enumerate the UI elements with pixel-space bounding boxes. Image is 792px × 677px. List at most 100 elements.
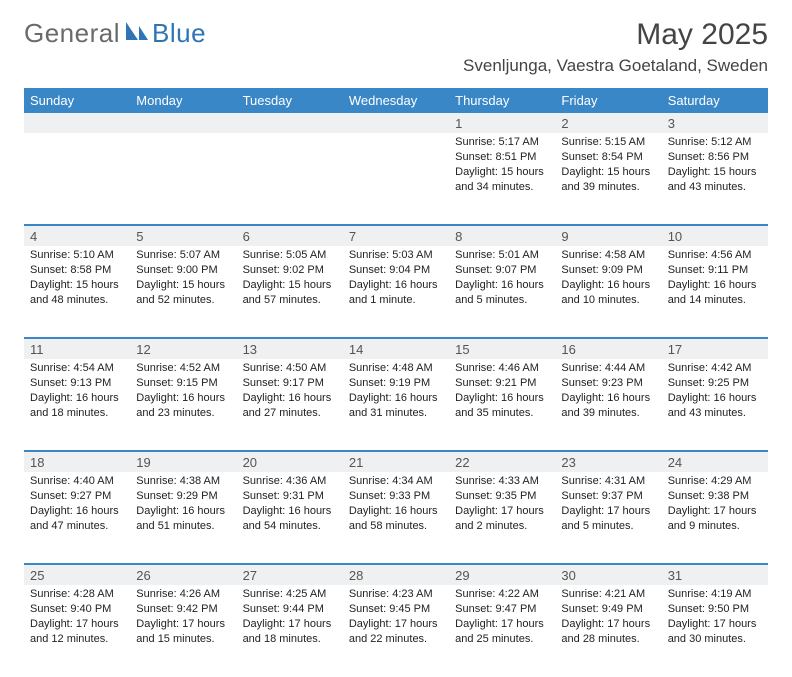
day-number-cell: 11: [24, 338, 130, 359]
week-daynum-row: 45678910: [24, 225, 768, 246]
week-info-row: Sunrise: 5:10 AMSunset: 8:58 PMDaylight:…: [24, 246, 768, 338]
sunrise-line: Sunrise: 5:17 AM: [455, 135, 549, 150]
day-cell: Sunrise: 4:38 AMSunset: 9:29 PMDaylight:…: [130, 472, 236, 564]
day-info: Sunrise: 5:15 AMSunset: 8:54 PMDaylight:…: [561, 133, 655, 194]
day-number: 25: [24, 565, 130, 585]
sunset-line: Sunset: 9:38 PM: [668, 489, 762, 504]
day-info: Sunrise: 4:46 AMSunset: 9:21 PMDaylight:…: [455, 359, 549, 420]
day-cell: [343, 133, 449, 225]
sunset-line: Sunset: 9:09 PM: [561, 263, 655, 278]
daylight-line: Daylight: 15 hours and 57 minutes.: [243, 278, 337, 308]
day-number-cell: 3: [662, 113, 768, 133]
brand-blue: Blue: [152, 18, 206, 49]
day-number-cell: 6: [237, 225, 343, 246]
daylight-line: Daylight: 16 hours and 27 minutes.: [243, 391, 337, 421]
week-info-row: Sunrise: 4:40 AMSunset: 9:27 PMDaylight:…: [24, 472, 768, 564]
day-number: [237, 121, 343, 126]
day-info: Sunrise: 5:03 AMSunset: 9:04 PMDaylight:…: [349, 246, 443, 307]
day-info: Sunrise: 4:31 AMSunset: 9:37 PMDaylight:…: [561, 472, 655, 533]
day-info: Sunrise: 4:44 AMSunset: 9:23 PMDaylight:…: [561, 359, 655, 420]
day-cell: [24, 133, 130, 225]
day-number-cell: [237, 113, 343, 133]
title-block: May 2025 Svenljunga, Vaestra Goetaland, …: [463, 18, 768, 76]
day-number-cell: 13: [237, 338, 343, 359]
week-info-row: Sunrise: 4:28 AMSunset: 9:40 PM Daylight:…: [24, 585, 768, 677]
sunset-line: Sunset: 9:40 PM: [30, 602, 124, 617]
sunset-line: Sunset: 8:56 PM: [668, 150, 762, 165]
day-info: Sunrise: 5:12 AMSunset: 8:56 PMDaylight:…: [668, 133, 762, 194]
day-number: 26: [130, 565, 236, 585]
day-number: 27: [237, 565, 343, 585]
dow-row: Sunday Monday Tuesday Wednesday Thursday…: [24, 88, 768, 113]
sunset-line: Sunset: 9:27 PM: [30, 489, 124, 504]
sunrise-line: Sunrise: 4:52 AM: [136, 361, 230, 376]
day-number-cell: 27: [237, 564, 343, 585]
day-info: Sunrise: 4:38 AMSunset: 9:29 PMDaylight:…: [136, 472, 230, 533]
sunrise-line: Sunrise: 4:44 AM: [561, 361, 655, 376]
week-info-row: Sunrise: 5:17 AMSunset: 8:51 PMDaylight:…: [24, 133, 768, 225]
day-info: Sunrise: 4:33 AMSunset: 9:35 PMDaylight:…: [455, 472, 549, 533]
day-number-cell: 26: [130, 564, 236, 585]
day-number: 17: [662, 339, 768, 359]
sunrise-line: Sunrise: 5:01 AM: [455, 248, 549, 263]
day-number: 30: [555, 565, 661, 585]
day-number: 15: [449, 339, 555, 359]
day-number-cell: 30: [555, 564, 661, 585]
sunset-line: Sunset: 9:37 PM: [561, 489, 655, 504]
sunset-line: Sunset: 9:02 PM: [243, 263, 337, 278]
sunset-line: Sunset: 9:21 PM: [455, 376, 549, 391]
day-cell: Sunrise: 4:36 AMSunset: 9:31 PMDaylight:…: [237, 472, 343, 564]
day-info: Sunrise: 5:17 AMSunset: 8:51 PMDaylight:…: [455, 133, 549, 194]
sunset-line: Sunset: 9:45 PM: [349, 602, 443, 617]
sunrise-line: Sunrise: 4:28 AM: [30, 587, 124, 602]
day-number: 13: [237, 339, 343, 359]
day-info: Sunrise: 4:52 AMSunset: 9:15 PMDaylight:…: [136, 359, 230, 420]
day-number: 9: [555, 226, 661, 246]
day-number-cell: [343, 113, 449, 133]
day-number: [130, 121, 236, 126]
day-cell: Sunrise: 4:58 AMSunset: 9:09 PMDaylight:…: [555, 246, 661, 338]
daylight-line: Daylight: 15 hours and 48 minutes.: [30, 278, 124, 308]
sunrise-line: Sunrise: 4:48 AM: [349, 361, 443, 376]
day-info: Sunrise: 4:56 AMSunset: 9:11 PMDaylight:…: [668, 246, 762, 307]
daylight-line: Daylight: 15 hours and 34 minutes.: [455, 165, 549, 195]
day-number-cell: 5: [130, 225, 236, 246]
day-number: 18: [24, 452, 130, 472]
day-info: Sunrise: 4:34 AMSunset: 9:33 PMDaylight:…: [349, 472, 443, 533]
day-number-cell: 4: [24, 225, 130, 246]
week-daynum-row: 123: [24, 113, 768, 133]
day-number-cell: 9: [555, 225, 661, 246]
month-title: May 2025: [463, 18, 768, 52]
day-number: 2: [555, 113, 661, 133]
day-number: 16: [555, 339, 661, 359]
day-cell: Sunrise: 5:07 AMSunset: 9:00 PMDaylight:…: [130, 246, 236, 338]
daylight-line: Daylight: 17 hours and 15 minutes.: [136, 617, 230, 647]
day-number: 12: [130, 339, 236, 359]
day-cell: Sunrise: 5:01 AMSunset: 9:07 PMDaylight:…: [449, 246, 555, 338]
sunrise-line: Sunrise: 4:34 AM: [349, 474, 443, 489]
brand-sail-icon: [124, 20, 150, 47]
sunrise-line: Sunrise: 4:56 AM: [668, 248, 762, 263]
day-cell: Sunrise: 4:54 AMSunset: 9:13 PMDaylight:…: [24, 359, 130, 451]
daylight-line: Daylight: 16 hours and 58 minutes.: [349, 504, 443, 534]
day-number: 28: [343, 565, 449, 585]
sunset-line: Sunset: 9:04 PM: [349, 263, 443, 278]
week-daynum-row: 25262728293031: [24, 564, 768, 585]
day-cell: Sunrise: 4:33 AMSunset: 9:35 PMDaylight:…: [449, 472, 555, 564]
dow-thursday: Thursday: [449, 88, 555, 113]
day-cell: Sunrise: 4:25 AMSunset: 9:44 PMDaylight:…: [237, 585, 343, 677]
day-number: 5: [130, 226, 236, 246]
sunrise-line: Sunrise: 5:12 AM: [668, 135, 762, 150]
day-info: Sunrise: 4:22 AMSunset: 9:47 PMDaylight:…: [455, 585, 549, 646]
day-info: Sunrise: 4:19 AMSunset: 9:50 PMDaylight:…: [668, 585, 762, 646]
day-info: Sunrise: 4:25 AMSunset: 9:44 PMDaylight:…: [243, 585, 337, 646]
day-number-cell: 18: [24, 451, 130, 472]
sunset-line: Sunset: 9:11 PM: [668, 263, 762, 278]
location-line: Svenljunga, Vaestra Goetaland, Sweden: [463, 56, 768, 76]
daylight-line: Daylight: 16 hours and 14 minutes.: [668, 278, 762, 308]
dow-friday: Friday: [555, 88, 661, 113]
day-number-cell: 2: [555, 113, 661, 133]
day-number: 11: [24, 339, 130, 359]
day-number: 1: [449, 113, 555, 133]
day-cell: Sunrise: 4:56 AMSunset: 9:11 PMDaylight:…: [662, 246, 768, 338]
